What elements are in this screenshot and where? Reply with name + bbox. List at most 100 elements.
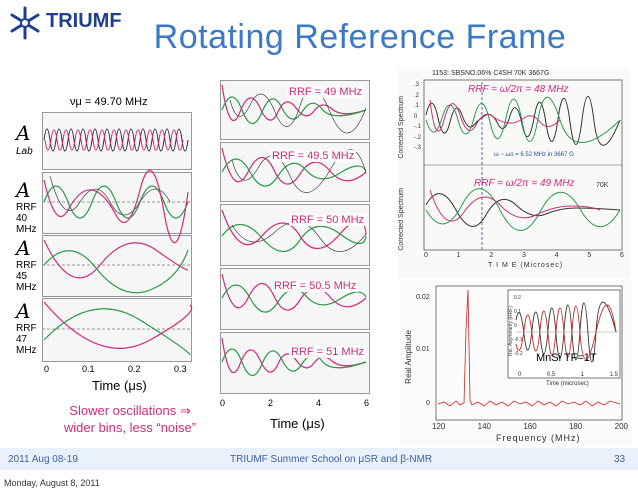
rb-xtick: 180 (568, 422, 583, 431)
mid-xlabel: Time (μs) (270, 416, 325, 431)
mid-rrf-label-49: RRF = 49 MHz (287, 86, 365, 98)
rt1-pink (429, 99, 561, 132)
rt-ytick: -.3 (414, 145, 422, 151)
mid51-pink (221, 337, 367, 374)
freq-noise (437, 289, 621, 407)
inset-ytick: 0 (514, 323, 517, 329)
left-x-tick: 0.2 (128, 364, 141, 374)
mid50-green (221, 223, 367, 253)
snowflake-icon (10, 6, 40, 40)
rb-xtick: 140 (477, 422, 492, 431)
rt2-dark (425, 193, 621, 227)
left-x-tick: 0.3 (174, 364, 187, 374)
slide-title: Rotating Reference Frame (153, 18, 567, 56)
rb-ytick: 0.02 (416, 294, 430, 301)
frame-symbol-rrf45: A (16, 236, 31, 260)
rt-xtick: 2 (489, 252, 494, 259)
inset-xtick: 0.5 (546, 372, 556, 378)
mid49-green (221, 96, 367, 125)
rb-ytick: 0 (426, 400, 430, 407)
bottom-date-note: Monday, August 8, 2011 (4, 478, 100, 488)
mid-rrf-label-51: RRF = 51 MHz (289, 346, 367, 358)
frame-symbol-rrf40: A (16, 178, 31, 202)
mid-rrf-label-50: RRF = 50 MHz (289, 214, 367, 226)
rb-xtick: 120 (432, 422, 446, 431)
lab-curve-dark (43, 128, 189, 152)
logo-text: TRIUMF (46, 10, 122, 32)
frame-label-rrf40: RRF 40 MHz (16, 202, 37, 235)
mid51-green (221, 348, 367, 377)
rt2-green (425, 188, 621, 231)
footer-date: 2011 Aug 08-19 (8, 454, 78, 465)
mid-panel-51 (220, 332, 370, 394)
inset-xtick: 1 (580, 372, 585, 378)
left-x-tick: 0.1 (82, 364, 95, 374)
right-top-xticks: 0 1 2 3 4 5 6 (424, 252, 624, 259)
rrf47-curve-pink (43, 301, 193, 349)
rrf45-curve-pink (43, 239, 189, 279)
rrf45-curve-green (43, 249, 189, 294)
rrf47-panel (42, 298, 192, 362)
rb-ytick: 0.01 (416, 346, 430, 353)
mid-x-tick: 4 (316, 398, 322, 408)
frame-label-lab: Lab (16, 146, 33, 157)
inset-curve-red (515, 304, 617, 360)
inset-ytick: 0.2 (514, 295, 521, 301)
right-top-temp: 70K (596, 182, 609, 189)
mid-x-tick: 2 (268, 398, 274, 408)
rt1-green (425, 96, 621, 143)
mid495-pink (221, 147, 367, 185)
mid495-green (221, 158, 367, 187)
mid-x-tick: 0 (220, 398, 226, 408)
rrf40-curve-pink (43, 169, 189, 244)
rrf47-curve-green (43, 308, 191, 356)
rb-xtick: 160 (523, 422, 537, 431)
rrf40-curve-dark (49, 175, 171, 216)
rt-xtick: 3 (522, 252, 526, 259)
inset-xticks: 0 0.5 1 1.5 (518, 372, 618, 378)
caption: Slower oscillations ⇒ wider bins, less “… (40, 402, 220, 436)
rt-ytick: .3 (414, 82, 420, 88)
right-top-rrf2: RRF = ω/2π = 49 MHz (474, 178, 575, 189)
rt-ytick: .2 (414, 92, 420, 99)
mid-panel-50-5 (220, 268, 370, 330)
inset-tag: MnSi TF=1T (536, 352, 597, 364)
mid49-dark (229, 88, 367, 134)
footer-bar (0, 448, 638, 470)
rt-ytick: -.1 (414, 124, 422, 130)
rt2-pink (429, 189, 601, 222)
inset-yticks: 0.2 0.1 0 -0.1 -0.2 (514, 291, 523, 361)
mid-rrf-label-50-5: RRF = 50.5 MHz (272, 280, 359, 292)
left-x-tick: 0 (44, 364, 50, 374)
rt-ytick: -.2 (414, 134, 422, 141)
inset-ytick: 0.1 (514, 309, 521, 315)
inset-ytick: -0.1 (514, 337, 523, 343)
right-top-yticks: .3 .2 .1 0 -.1 -.2 -.3 (414, 80, 421, 154)
frame-symbol-rrf47: A (16, 299, 31, 323)
inset-ytick: -0.2 (514, 351, 523, 357)
lab-curve-pink (44, 129, 184, 151)
right-bottom-ylabel: Real Amplitude (404, 330, 413, 384)
nu-mu-label: νμ = 49.70 MHz (70, 96, 148, 108)
inset-xtick: 1.5 (609, 372, 618, 378)
frame-label-rrf45: RRF 45 MHz (16, 260, 37, 293)
mid505-pink (221, 273, 367, 311)
rt-ytick: 0 (414, 113, 418, 120)
right-top-rrf1: RRF = ω/2π = 48 MHz (468, 84, 569, 95)
right-top-note: ω − ωo = 6.52 MHz in 3667 G (494, 152, 574, 158)
rt-ytick: .1 (414, 103, 420, 109)
right-top-xlabel: T I M E (Microsec) (488, 262, 564, 269)
rrf40-curve-green (43, 185, 189, 219)
rb-xtick: 200 (614, 422, 628, 431)
caption-line-2: wider bins, less “noise” (63, 420, 197, 435)
frame-symbol-lab: A (16, 121, 31, 145)
rt-xtick: 0 (424, 252, 428, 259)
mid-x-tick: 6 (364, 398, 370, 408)
rt1-dark (425, 95, 621, 146)
mid-rrf-label-49-5: RRF = 49.5 MHz (270, 150, 357, 162)
right-bottom-xlabel: Frequency (MHz) (496, 433, 581, 443)
rt-xtick: 5 (587, 252, 592, 259)
